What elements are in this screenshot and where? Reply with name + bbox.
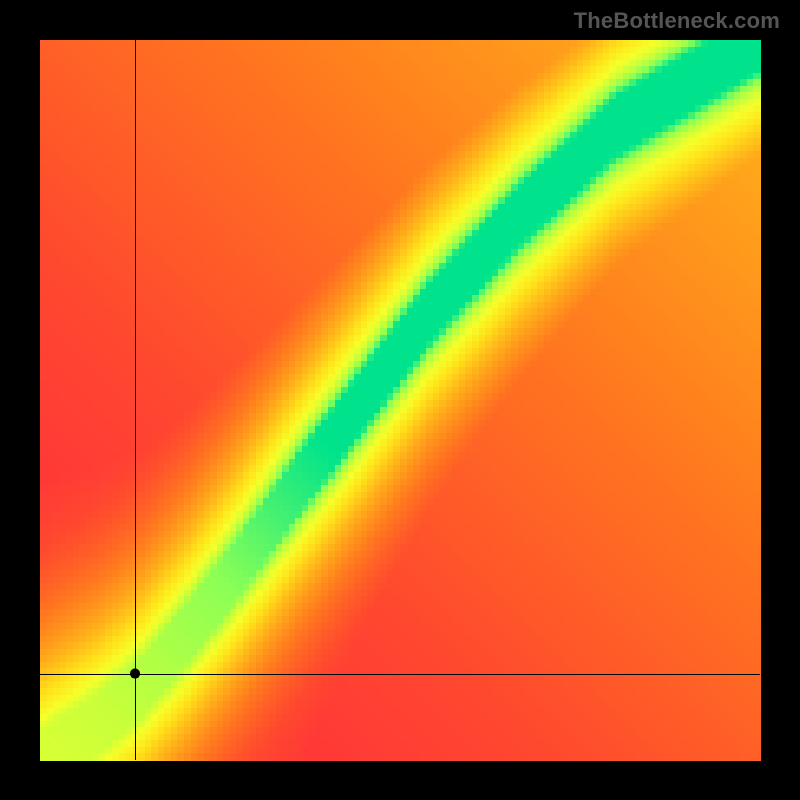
- crosshair-overlay: [0, 0, 800, 800]
- chart-container: { "source_watermark": "TheBottleneck.com…: [0, 0, 800, 800]
- source-watermark: TheBottleneck.com: [574, 8, 780, 34]
